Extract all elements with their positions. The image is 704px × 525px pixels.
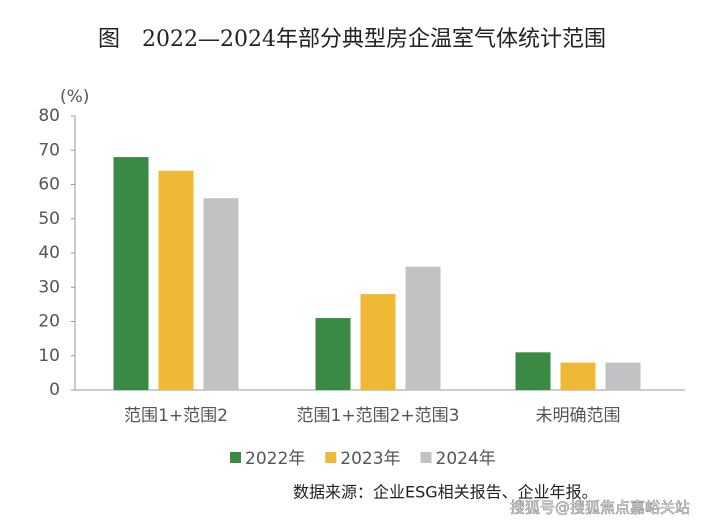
legend-swatch: [325, 452, 337, 463]
y-tick-label: 30: [38, 277, 60, 297]
y-axis-label: (%): [60, 87, 89, 107]
bar: [405, 266, 441, 390]
x-tick-label: 未明确范围: [536, 406, 621, 426]
bar: [560, 362, 596, 390]
y-tick-label: 20: [38, 312, 60, 332]
source-note: 数据来源：企业ESG相关报告、企业年报。: [293, 483, 598, 502]
y-tick-label: 70: [38, 140, 60, 160]
bar: [158, 170, 194, 390]
y-tick-label: 10: [38, 346, 60, 366]
x-tick-label: 范围1+范围2: [124, 406, 228, 426]
legend-swatch: [420, 452, 432, 463]
bar: [203, 198, 239, 390]
bar: [605, 362, 641, 390]
y-tick-label: 50: [38, 209, 60, 229]
bar: [360, 294, 396, 390]
legend-label: 2024年: [436, 449, 496, 469]
x-tick-label: 范围1+范围2+范围3: [297, 406, 460, 426]
legend-swatch: [230, 452, 241, 463]
y-tick-label: 0: [49, 380, 60, 400]
bar: [315, 318, 351, 390]
y-tick-label: 80: [38, 106, 60, 126]
legend-label: 2023年: [340, 449, 400, 469]
bar: [113, 157, 149, 390]
chart-title: 图 2022—2024年部分典型房企温室气体统计范围: [98, 27, 606, 52]
legend-label: 2022年: [245, 449, 305, 469]
y-tick-label: 60: [38, 175, 60, 195]
bar: [515, 352, 551, 390]
watermark: 搜狐号@搜狐焦点嘉峪关站: [510, 499, 690, 517]
y-tick-label: 40: [38, 243, 60, 263]
